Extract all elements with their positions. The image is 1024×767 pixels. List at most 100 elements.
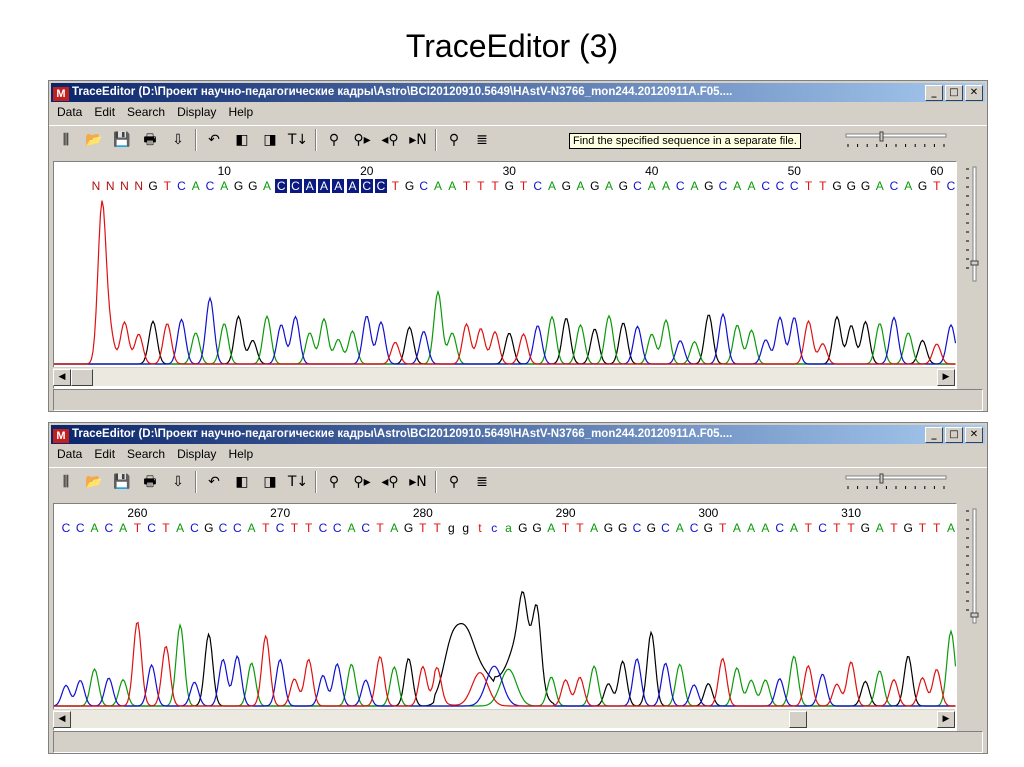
base-call[interactable]: C (689, 521, 699, 535)
base-call[interactable]: A (747, 179, 756, 193)
menu-data[interactable]: Data (57, 105, 83, 119)
base-call[interactable]: A (547, 179, 556, 193)
find-next-icon[interactable]: ⚲▸ (353, 132, 371, 148)
base-call[interactable]: G (590, 179, 600, 193)
maximize-button[interactable]: □ (945, 427, 963, 443)
base-call[interactable]: A (732, 521, 741, 535)
base-call[interactable]: T (561, 521, 570, 535)
minimize-button[interactable]: _ (925, 85, 943, 101)
base-call[interactable]: G (504, 179, 514, 193)
close-button[interactable]: ✕ (965, 85, 983, 101)
base-call[interactable]: G (403, 521, 414, 535)
find-next-icon[interactable]: ⚲▸ (353, 474, 371, 490)
base-call[interactable]: A (675, 521, 684, 535)
find-in-file-icon[interactable]: ⚲ (448, 474, 460, 490)
print-icon[interactable]: 🖶 (143, 132, 157, 148)
base-call[interactable]: T (162, 521, 170, 535)
trace-panel[interactable]: 10 20 30 40 50 60 N N N N G T C A C A G G A C C A A A A C C T G C A A T T… (53, 161, 957, 389)
base-call[interactable]: g (448, 521, 455, 535)
base-call[interactable]: C (232, 521, 242, 535)
base-call[interactable]: T (890, 521, 898, 535)
base-call[interactable]: A (220, 179, 229, 193)
base-call[interactable]: G (618, 521, 628, 535)
base-call[interactable]: A (733, 179, 742, 193)
base-call[interactable]: T (304, 521, 313, 535)
scroll-thumb[interactable] (71, 369, 93, 386)
base-call[interactable]: A (318, 179, 330, 193)
menu-display[interactable]: Display (177, 447, 217, 461)
base-call[interactable]: A (90, 521, 99, 535)
base-call[interactable]: G (703, 521, 713, 535)
next-n-icon[interactable]: ▸N (409, 474, 427, 490)
save-icon[interactable]: 💾 (113, 474, 131, 490)
base-call[interactable]: A (332, 179, 345, 193)
base-call[interactable]: T (290, 521, 299, 535)
base-call[interactable]: A (904, 179, 913, 193)
base-call[interactable]: T (133, 521, 142, 535)
open-folder-icon[interactable]: 📂 (85, 474, 103, 490)
base-call[interactable]: G (646, 521, 656, 535)
menu-help[interactable]: Help (228, 105, 254, 119)
base-call[interactable]: A (433, 179, 442, 193)
next-n-icon[interactable]: ▸N (409, 132, 427, 148)
sort-ta-icon[interactable]: T↓ (287, 474, 309, 490)
base-call[interactable]: T (918, 521, 927, 535)
find-previous-icon[interactable]: ◂⚲ (381, 132, 399, 148)
base-call[interactable]: C (360, 179, 373, 193)
base-call[interactable]: N (134, 179, 144, 193)
base-call[interactable]: C (205, 179, 215, 193)
scroll-left-button[interactable]: ◀ (53, 369, 71, 386)
open-folder-icon[interactable]: 📂 (85, 132, 103, 148)
base-call[interactable]: C (177, 179, 186, 193)
base-call[interactable]: A (789, 521, 798, 535)
base-call[interactable]: A (119, 521, 128, 535)
base-call[interactable]: C (190, 521, 199, 535)
base-call[interactable]: A (761, 521, 770, 535)
base-call[interactable]: T (419, 521, 427, 535)
base-call[interactable]: T (847, 521, 855, 535)
base-call[interactable]: G (846, 179, 856, 193)
base-call[interactable]: G (860, 179, 871, 193)
sequence-icon[interactable]: ⫼ (62, 132, 70, 148)
base-call[interactable]: G (832, 179, 842, 193)
menu-help[interactable]: Help (228, 447, 254, 461)
print-icon[interactable]: 🖶 (143, 474, 157, 490)
base-call[interactable]: C (289, 179, 302, 193)
base-call[interactable]: C (946, 179, 956, 193)
find-previous-icon[interactable]: ◂⚲ (381, 474, 399, 490)
minimize-button[interactable]: _ (925, 427, 943, 443)
base-call[interactable]: C (361, 521, 371, 535)
base-call[interactable]: c (491, 521, 498, 535)
sequence-icon[interactable]: ⫼ (62, 474, 70, 490)
base-call[interactable]: G (903, 521, 913, 535)
base-call[interactable]: T (433, 521, 441, 535)
undo-icon[interactable]: ↶ (208, 474, 220, 490)
base-call[interactable]: T (804, 179, 813, 193)
base-call[interactable]: T (477, 179, 485, 193)
base-call[interactable]: G (204, 521, 214, 535)
base-call[interactable]: C (332, 521, 342, 535)
base-call[interactable]: G (917, 179, 928, 193)
find-icon[interactable]: ⚲ (328, 132, 340, 148)
base-call[interactable]: T (391, 179, 399, 193)
base-call[interactable]: A (747, 521, 756, 535)
left-panel-icon[interactable]: ◧ (235, 132, 249, 148)
base-call[interactable]: A (875, 179, 884, 193)
sort-ta-icon[interactable]: T↓ (287, 132, 309, 148)
base-call[interactable]: N (105, 179, 115, 193)
base-call[interactable]: t (478, 521, 482, 535)
base-call[interactable]: g (462, 521, 470, 535)
close-button[interactable]: ✕ (965, 427, 983, 443)
base-call[interactable]: C (889, 179, 899, 193)
base-call[interactable]: T (804, 521, 812, 535)
base-call[interactable]: A (247, 521, 256, 535)
base-call[interactable]: A (590, 521, 599, 535)
base-call[interactable]: A (875, 521, 884, 535)
base-call[interactable]: C (718, 179, 728, 193)
trace-panel[interactable]: 260 270 280 290 300 310 C C A C A T C T A C G C C A T C T T C C A C… (53, 503, 957, 731)
base-call[interactable]: C (419, 179, 429, 193)
base-call[interactable]: G (860, 521, 871, 535)
base-call[interactable]: C (275, 179, 288, 193)
base-call[interactable]: G (603, 521, 614, 535)
base-call[interactable]: C (318, 521, 328, 535)
